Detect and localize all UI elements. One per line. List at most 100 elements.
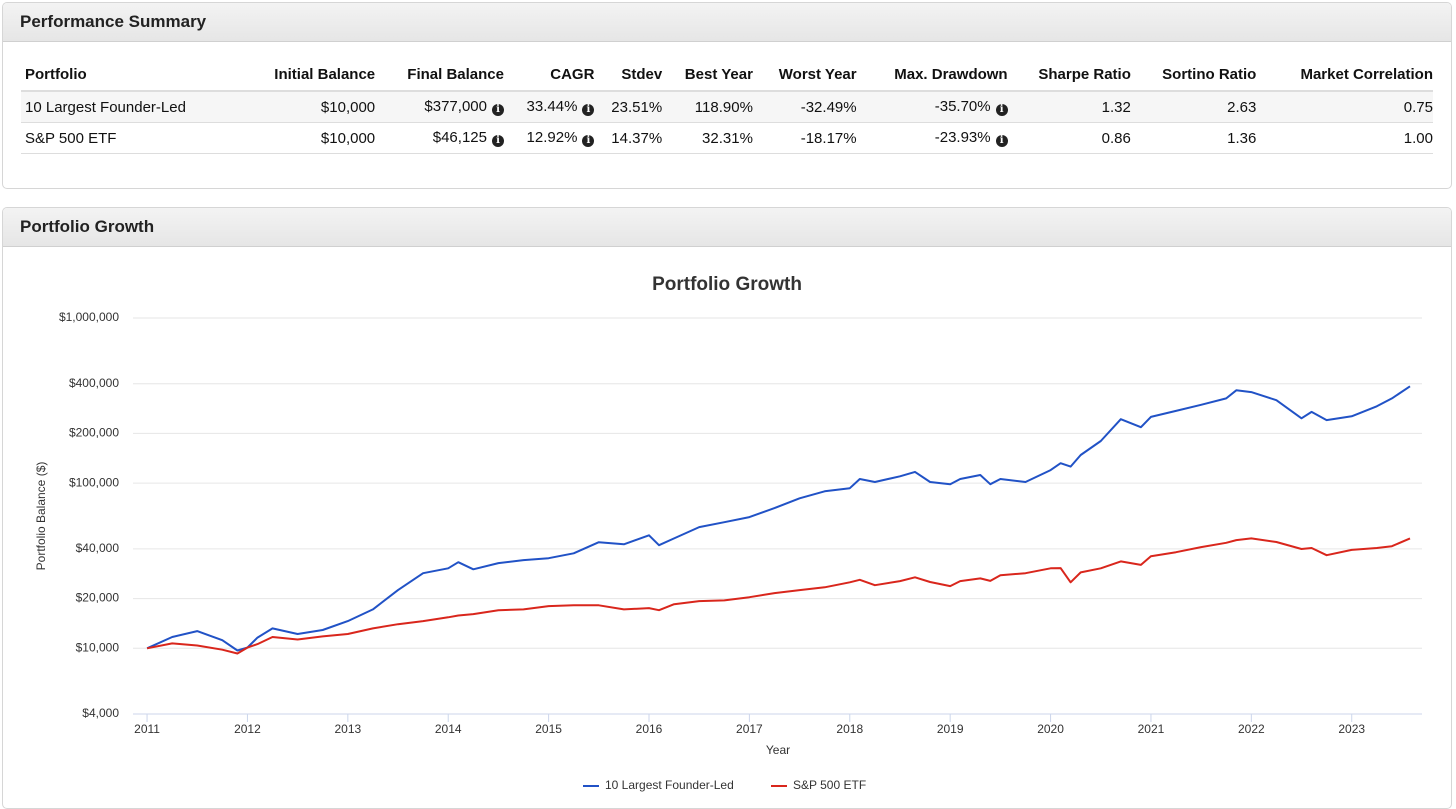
cell-text: 10 Largest Founder-Led [25, 98, 186, 116]
cell-text: -23.93% [934, 129, 991, 146]
y-tick-label: $4,000 [82, 706, 119, 720]
y-tick-label: $1,000,000 [59, 310, 119, 324]
info-icon[interactable]: i [995, 135, 1008, 147]
legend-label: S&P 500 ETF [793, 778, 866, 792]
y-tick-label: $20,000 [76, 591, 120, 605]
x-axis-title: Year [766, 743, 790, 757]
x-tick-label: 2020 [1037, 722, 1064, 736]
legend-label: 10 Largest Founder-Led [605, 778, 734, 792]
cell-text: Final Balance [407, 66, 504, 83]
column-header: Market Correlation [1256, 61, 1433, 92]
cell-text: 12.92% [526, 129, 578, 146]
cell-text: 33.44% [526, 98, 578, 115]
table-cell: 12.92% i [503, 122, 595, 154]
y-tick-label: $40,000 [76, 541, 120, 555]
cell-text: -35.70% [934, 98, 991, 115]
table-cell: -18.17% [752, 122, 857, 154]
table-cell: $46,125 i [375, 122, 504, 154]
cell-text: $46,125 [432, 129, 487, 146]
info-icon[interactable]: i [582, 135, 595, 147]
column-header: CAGR [503, 61, 595, 92]
cell-text: S&P 500 ETF [25, 129, 117, 147]
column-header: Sortino Ratio [1130, 61, 1257, 92]
summary-table: Portfolio Initial Balance Final Balance CAG… [21, 61, 1433, 154]
column-header: Initial Balance [240, 61, 376, 92]
table-cell: 2.63 [1130, 91, 1257, 123]
column-header: Worst Year [752, 61, 857, 92]
x-tick-label: 2015 [535, 722, 562, 736]
cell-text: Market Correlation [1300, 66, 1433, 83]
cell-text: -32.49% [800, 98, 857, 116]
cell-text: -18.17% [800, 129, 857, 147]
table-cell: $10,000 [240, 122, 376, 154]
x-tick-label: 2011 [134, 722, 160, 736]
x-tick-label: 2021 [1138, 722, 1165, 736]
cell-text: 2.63 [1227, 98, 1257, 116]
column-header: Sharpe Ratio [1007, 61, 1131, 92]
cell-text: Sharpe Ratio [1038, 66, 1131, 83]
info-icon[interactable]: i [995, 104, 1008, 116]
x-tick-label: 2022 [1238, 722, 1265, 736]
y-tick-label: $200,000 [69, 426, 119, 440]
table-cell: -32.49% [752, 91, 857, 123]
info-icon[interactable]: i [582, 104, 595, 116]
table-cell: -35.70% i [856, 91, 1008, 123]
table-cell: $377,000 i [375, 91, 504, 123]
cell-text: 118.90% [694, 98, 753, 116]
y-tick-label: $10,000 [76, 640, 120, 654]
table-row: 10 Largest Founder-Led $10,000 $377,000 i 33… [21, 91, 1433, 123]
cell-text: 14.37% [611, 129, 663, 147]
table-cell: 33.44% i [503, 91, 595, 123]
cell-text: 0.75 [1403, 98, 1433, 116]
table-row: S&P 500 ETF $10,000 $46,125 i 12.92% i 14.37% 3… [21, 122, 1433, 154]
x-tick-label: 2013 [334, 722, 361, 736]
table-cell: 0.86 [1007, 122, 1131, 154]
y-tick-label: $100,000 [69, 475, 119, 489]
series-line [146, 385, 1411, 652]
table-cell: 1.36 [1130, 122, 1257, 154]
cell-text: 23.51% [611, 98, 663, 116]
growth-panel: Portfolio Growth [2, 207, 1452, 809]
cell-text: 32.31% [702, 129, 753, 147]
cell-text: 1.00 [1403, 129, 1433, 147]
cell-text: Max. Drawdown [894, 66, 1008, 83]
table-cell: 118.90% [662, 91, 753, 123]
panel-title: Portfolio Growth [3, 208, 1451, 247]
table-cell: -23.93% i [856, 122, 1008, 154]
cell-text: Sortino Ratio [1162, 66, 1257, 83]
x-tick-label: 2014 [435, 722, 462, 736]
cell-text: $377,000 [424, 98, 487, 115]
info-icon[interactable]: i [491, 104, 504, 116]
table-cell: 32.31% [662, 122, 753, 154]
y-tick-label: $400,000 [69, 376, 119, 390]
series-line [146, 537, 1411, 655]
cell-text: CAGR [550, 66, 595, 83]
x-tick-label: 2018 [836, 722, 863, 736]
chart-title: Portfolio Growth [652, 274, 802, 295]
table-cell: 0.75 [1256, 91, 1433, 123]
table-cell: 10 Largest Founder-Led [21, 91, 241, 123]
info-icon[interactable]: i [491, 135, 504, 147]
cell-text: 0.86 [1101, 129, 1131, 147]
x-tick-label: 2016 [636, 722, 663, 736]
cell-text: $10,000 [320, 98, 376, 116]
cell-text: Worst Year [778, 66, 857, 83]
panel-title: Performance Summary [3, 3, 1451, 42]
column-header: Portfolio [21, 61, 241, 92]
column-header: Final Balance [375, 61, 504, 92]
y-axis-title: Portfolio Balance ($) [34, 462, 48, 571]
x-tick-label: 2019 [937, 722, 964, 736]
x-tick-label: 2012 [234, 722, 261, 736]
table-cell: 23.51% [594, 91, 663, 123]
cell-text: Portfolio [25, 66, 87, 83]
x-tick-label: 2017 [736, 722, 763, 736]
x-tick-label: 2023 [1338, 722, 1365, 736]
column-header: Best Year [662, 61, 753, 92]
table-cell: 1.00 [1256, 122, 1433, 154]
table-cell: $10,000 [240, 91, 376, 123]
table-cell: 1.32 [1007, 91, 1131, 123]
summary-panel: Performance Summary Portfolio Initial Bal… [2, 2, 1452, 189]
cell-text: 1.32 [1101, 98, 1131, 116]
